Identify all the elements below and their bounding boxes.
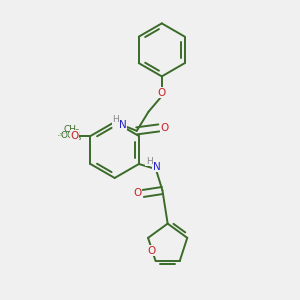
Text: 3: 3 <box>77 135 81 141</box>
Text: O: O <box>158 88 166 98</box>
Text: H: H <box>112 116 119 124</box>
Text: O: O <box>160 123 169 133</box>
Text: methoxy: methoxy <box>58 135 64 136</box>
Text: methoxy: methoxy <box>59 132 66 134</box>
Text: O: O <box>70 131 78 141</box>
Text: H: H <box>146 157 153 166</box>
Text: O: O <box>133 188 142 198</box>
Text: CH: CH <box>63 125 76 134</box>
Text: OCH: OCH <box>61 130 81 140</box>
Text: O: O <box>148 246 156 256</box>
Text: N: N <box>119 120 127 130</box>
Text: 3: 3 <box>74 129 79 135</box>
Text: N: N <box>153 162 160 172</box>
